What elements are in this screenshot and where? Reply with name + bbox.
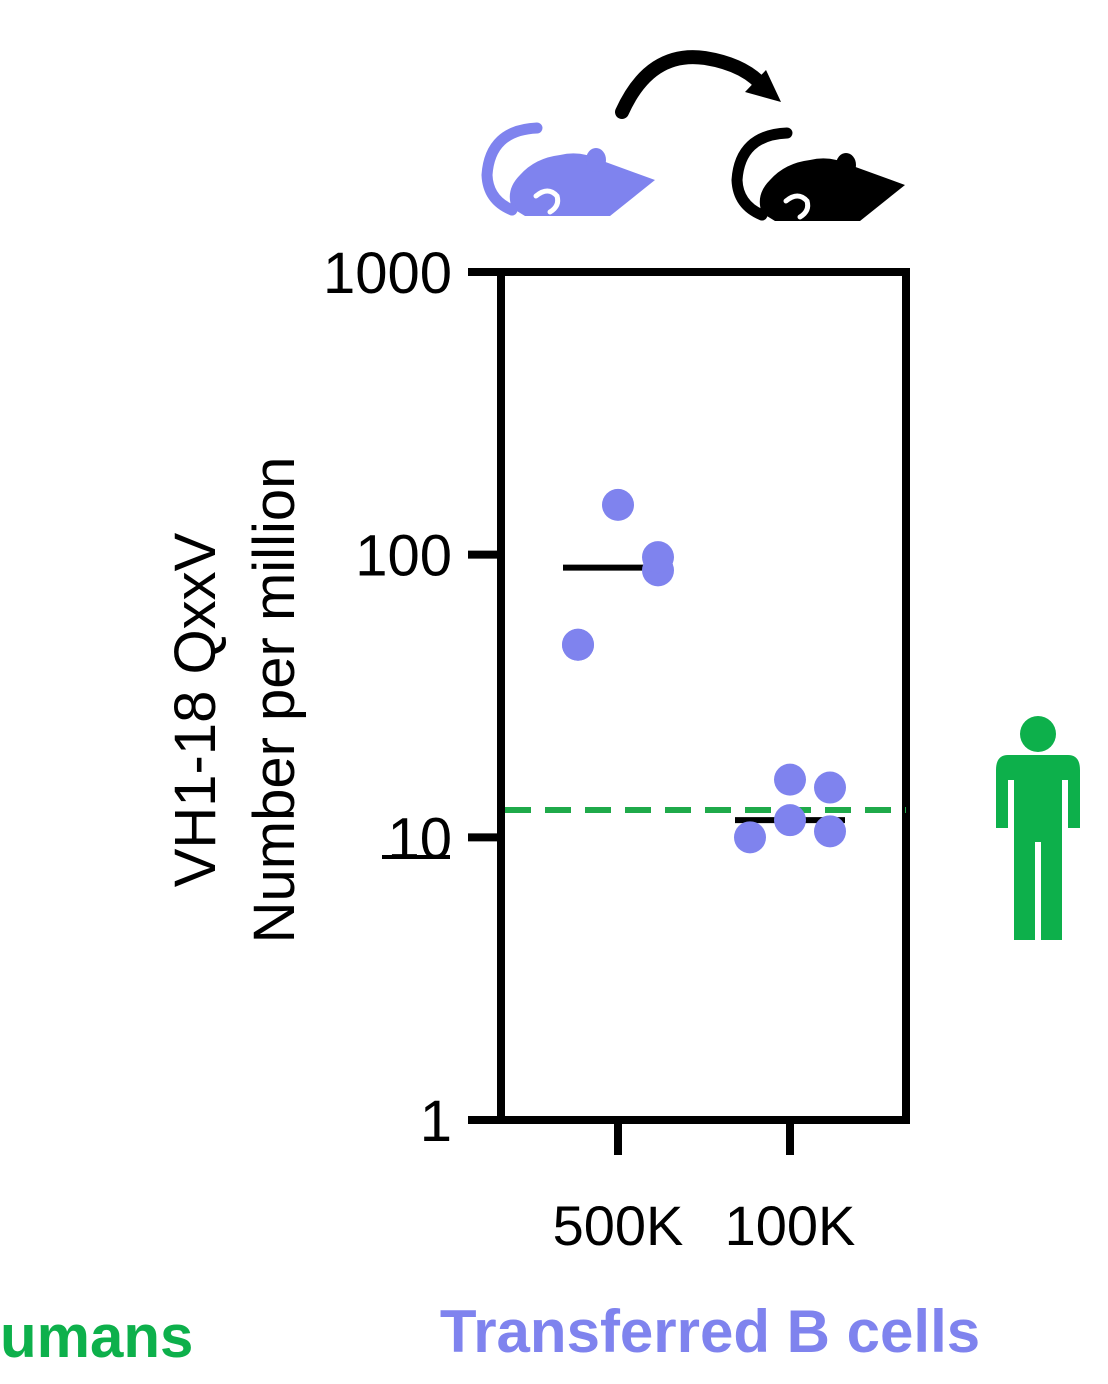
y-tick-label: 1000 [323, 241, 452, 306]
y-tick-label: 10 [387, 806, 452, 871]
data-point [774, 804, 806, 837]
y-axis: 1 10 100 1000 [323, 241, 501, 1154]
humans-label: umans [0, 1303, 193, 1370]
mouse-icon-blue [481, 122, 655, 216]
y-axis-title-line1: VH1-18 QxxV [163, 532, 228, 887]
curved-arrow-icon [615, 50, 781, 119]
x-tick-label: 500K [553, 1194, 684, 1257]
data-point [774, 763, 806, 796]
human-icon [996, 716, 1080, 940]
data-point [734, 821, 766, 854]
data-point [642, 541, 674, 574]
y-axis-title-line2: Number per million [242, 457, 307, 944]
x-axis-title: Transferred B cells [440, 1298, 980, 1365]
data-points [562, 488, 846, 854]
x-axis: 500K 100K [553, 1120, 856, 1257]
x-tick-label: 100K [725, 1194, 856, 1257]
data-point [814, 815, 846, 848]
mouse-icon-black [731, 127, 905, 221]
y-tick-label: 1 [420, 1089, 452, 1154]
plot-frame [497, 268, 910, 1124]
y-tick-label: 100 [355, 524, 452, 589]
data-point [602, 488, 634, 521]
data-point [814, 771, 846, 804]
data-point [562, 628, 594, 661]
